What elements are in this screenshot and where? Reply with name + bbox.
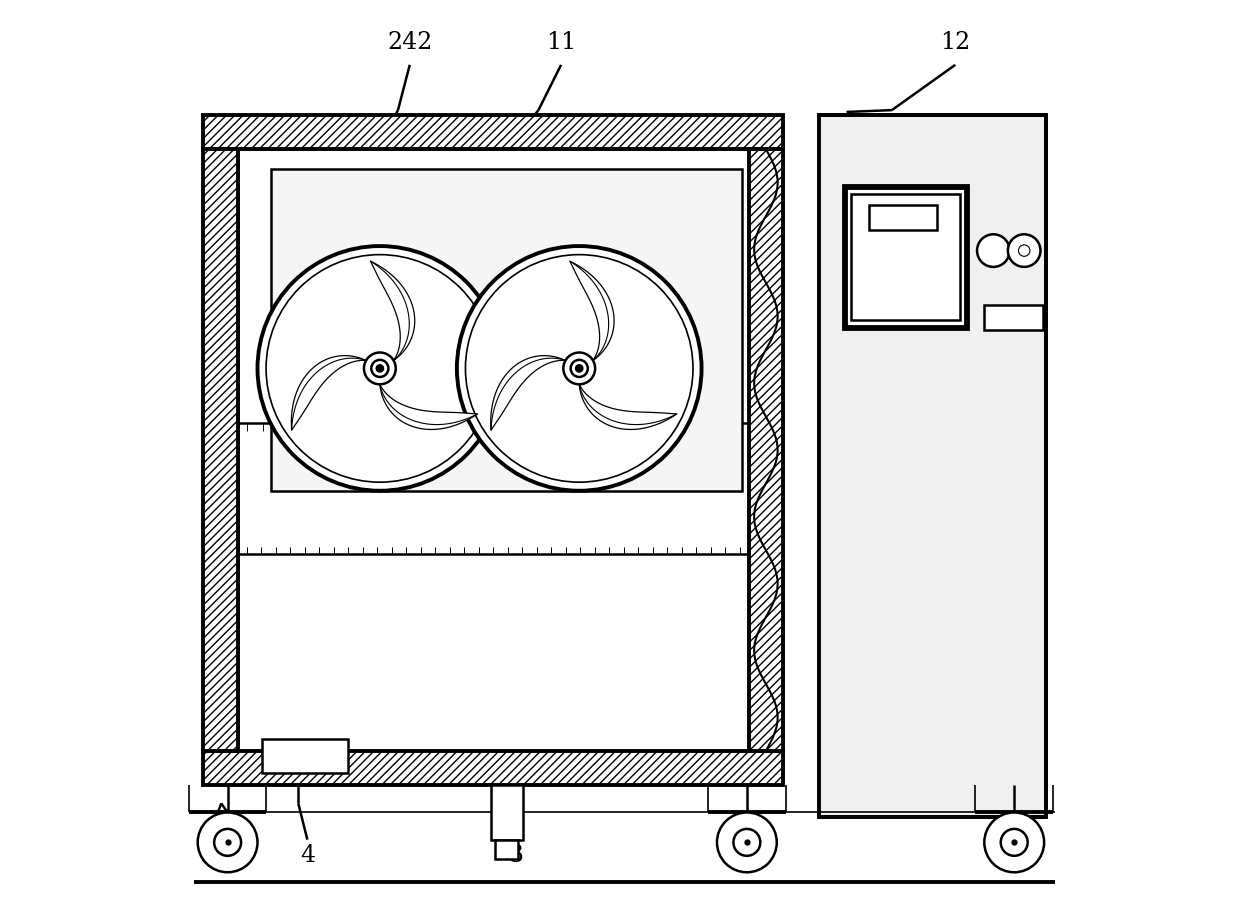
- Circle shape: [985, 813, 1044, 873]
- Circle shape: [563, 353, 595, 385]
- Text: 12: 12: [940, 31, 971, 54]
- Circle shape: [977, 235, 1009, 267]
- Circle shape: [717, 813, 776, 873]
- Circle shape: [456, 246, 702, 491]
- Text: 242: 242: [387, 31, 433, 54]
- Bar: [495, 840, 518, 859]
- Polygon shape: [371, 261, 414, 361]
- Circle shape: [570, 360, 588, 377]
- Bar: [272, 169, 743, 491]
- Text: 3: 3: [508, 844, 523, 866]
- Bar: [749, 149, 784, 751]
- Circle shape: [1018, 245, 1030, 256]
- Bar: [869, 205, 937, 230]
- Circle shape: [258, 246, 502, 491]
- Bar: [985, 305, 1043, 330]
- Circle shape: [1008, 235, 1040, 267]
- Circle shape: [371, 360, 388, 377]
- Bar: [203, 751, 784, 785]
- Bar: [820, 115, 1045, 817]
- Circle shape: [1001, 829, 1028, 855]
- Circle shape: [197, 813, 258, 873]
- Text: 5: 5: [200, 844, 216, 866]
- Polygon shape: [570, 261, 614, 361]
- Polygon shape: [291, 355, 366, 430]
- Bar: [851, 194, 960, 320]
- Bar: [491, 785, 522, 840]
- Bar: [844, 187, 967, 327]
- Circle shape: [365, 353, 396, 385]
- Text: 11: 11: [546, 31, 577, 54]
- Circle shape: [376, 365, 383, 372]
- Circle shape: [733, 829, 760, 855]
- Bar: [203, 149, 238, 751]
- Bar: [203, 115, 784, 149]
- Bar: [262, 739, 348, 774]
- Bar: [238, 149, 749, 751]
- Text: 4: 4: [300, 844, 315, 866]
- Circle shape: [575, 365, 583, 372]
- Polygon shape: [491, 355, 565, 430]
- Polygon shape: [379, 385, 477, 429]
- Polygon shape: [579, 385, 677, 429]
- Circle shape: [215, 829, 241, 855]
